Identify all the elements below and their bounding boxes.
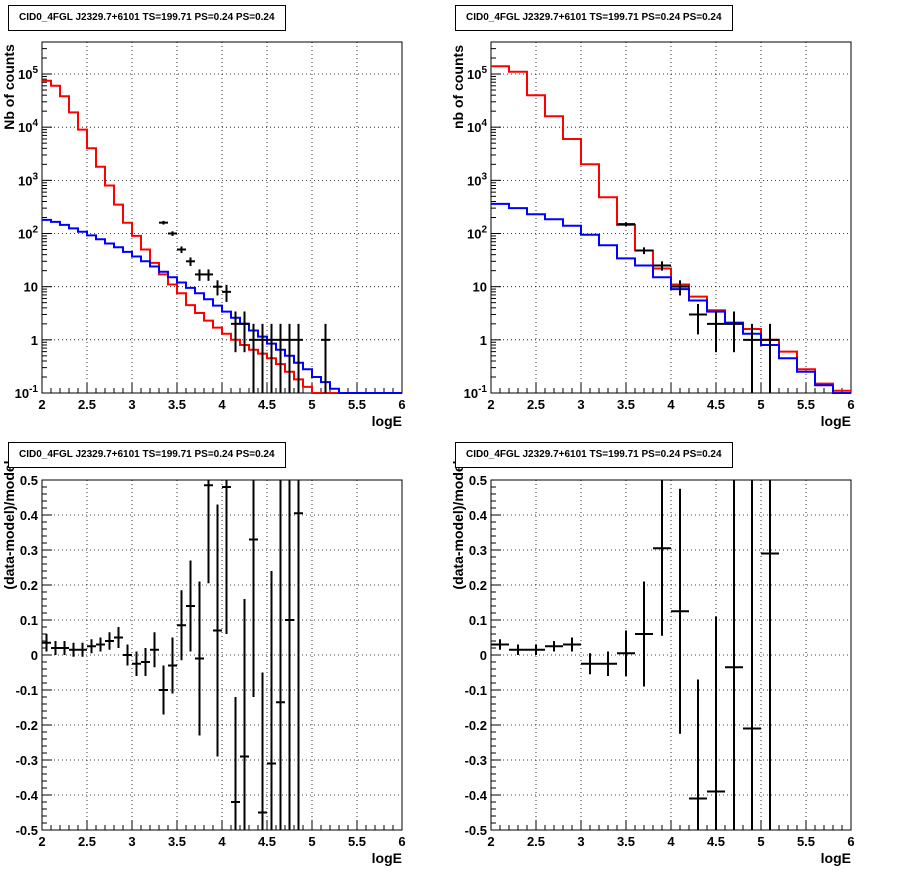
y-tick-label: -0.2 bbox=[16, 718, 38, 733]
y-axis-label: (data-model)/model bbox=[450, 460, 466, 589]
x-tick-label: 4.5 bbox=[707, 834, 725, 849]
x-tick-label: 3 bbox=[128, 834, 135, 849]
x-tick-label: 5 bbox=[757, 397, 764, 412]
y-tick-label: -0.3 bbox=[16, 753, 38, 768]
y-tick-label: 0.5 bbox=[20, 473, 38, 488]
title-box-residuals-left: CID0_4FGL J2329.7+6101 TS=199.71 PS=0.24… bbox=[8, 442, 286, 468]
x-tick-label: 4 bbox=[667, 834, 675, 849]
x-tick-label: 2.5 bbox=[527, 834, 545, 849]
y-tick-label: 104 bbox=[18, 118, 38, 135]
x-axis-label: logE bbox=[372, 413, 402, 429]
y-tick-label: 0.5 bbox=[469, 473, 487, 488]
x-tick-label: 3.5 bbox=[168, 397, 186, 412]
x-axis-label: logE bbox=[372, 850, 402, 866]
x-tick-label: 5.5 bbox=[797, 834, 815, 849]
y-axis-label: Nb of counts bbox=[1, 44, 17, 130]
x-tick-label: 3.5 bbox=[617, 834, 635, 849]
x-tick-label: 3 bbox=[128, 397, 135, 412]
source-model-histogram bbox=[491, 202, 851, 394]
y-tick-label: -0.1 bbox=[16, 683, 38, 698]
x-tick-label: 2 bbox=[38, 397, 45, 412]
y-tick-label: 0 bbox=[31, 648, 38, 663]
y-tick-label: 105 bbox=[18, 65, 38, 82]
y-tick-label: -0.1 bbox=[465, 683, 487, 698]
source-model-histogram bbox=[42, 218, 402, 394]
x-tick-label: 4 bbox=[218, 834, 226, 849]
y-tick-label: -0.5 bbox=[465, 823, 487, 838]
y-tick-label: -0.3 bbox=[465, 753, 487, 768]
y-tick-label: 0.1 bbox=[20, 613, 38, 628]
x-tick-label: 6 bbox=[398, 834, 405, 849]
title-box-counts-right: CID0_4FGL J2329.7+6101 TS=199.71 PS=0.24… bbox=[455, 5, 733, 31]
x-tick-label: 5 bbox=[308, 834, 315, 849]
x-tick-label: 6 bbox=[398, 397, 405, 412]
x-axis-label: logE bbox=[821, 413, 851, 429]
y-tick-label: -0.5 bbox=[16, 823, 38, 838]
x-tick-label: 4.5 bbox=[258, 397, 276, 412]
x-tick-label: 2 bbox=[487, 834, 494, 849]
y-tick-label: 103 bbox=[18, 171, 38, 188]
y-tick-label: -0.4 bbox=[16, 788, 39, 803]
x-tick-label: 2.5 bbox=[78, 397, 96, 412]
x-tick-label: 5.5 bbox=[348, 397, 366, 412]
y-tick-label: 105 bbox=[467, 65, 487, 82]
y-tick-label: 0 bbox=[480, 648, 487, 663]
x-tick-label: 6 bbox=[847, 397, 854, 412]
y-tick-label: 10-1 bbox=[464, 384, 488, 401]
x-tick-label: 4 bbox=[667, 397, 675, 412]
y-tick-label: 103 bbox=[467, 171, 487, 188]
x-tick-label: 3 bbox=[577, 834, 584, 849]
x-tick-label: 3 bbox=[577, 397, 584, 412]
y-tick-label: 0.1 bbox=[469, 613, 487, 628]
x-tick-label: 2.5 bbox=[527, 397, 545, 412]
y-tick-label: -0.4 bbox=[465, 788, 488, 803]
x-tick-label: 5 bbox=[308, 397, 315, 412]
x-tick-label: 6 bbox=[847, 834, 854, 849]
x-tick-label: 4.5 bbox=[258, 834, 276, 849]
y-tick-label: 0.2 bbox=[20, 578, 38, 593]
y-tick-label: 0.4 bbox=[469, 508, 488, 523]
y-tick-label: 1 bbox=[31, 333, 38, 348]
y-tick-label: 0.2 bbox=[469, 578, 487, 593]
y-tick-label: -0.2 bbox=[465, 718, 487, 733]
y-axis-label: (data-model)/model bbox=[1, 460, 17, 589]
x-tick-label: 3.5 bbox=[168, 834, 186, 849]
x-tick-label: 2 bbox=[487, 397, 494, 412]
x-axis-label: logE bbox=[821, 850, 851, 866]
y-tick-label: 0.3 bbox=[20, 543, 38, 558]
y-axis-label: nb of counts bbox=[450, 45, 466, 129]
x-tick-label: 5.5 bbox=[797, 397, 815, 412]
x-tick-label: 2.5 bbox=[78, 834, 96, 849]
total-model-histogram bbox=[42, 79, 402, 394]
x-tick-label: 5 bbox=[757, 834, 764, 849]
x-tick-label: 4.5 bbox=[707, 397, 725, 412]
x-tick-label: 4 bbox=[218, 397, 226, 412]
y-tick-label: 102 bbox=[18, 225, 38, 242]
y-tick-label: 102 bbox=[467, 225, 487, 242]
x-tick-label: 3.5 bbox=[617, 397, 635, 412]
y-tick-label: 0.4 bbox=[20, 508, 39, 523]
y-tick-label: 10 bbox=[24, 280, 38, 295]
y-tick-label: 10 bbox=[473, 280, 487, 295]
title-box-counts-left: CID0_4FGL J2329.7+6101 TS=199.71 PS=0.24… bbox=[8, 5, 286, 31]
x-tick-label: 5.5 bbox=[348, 834, 366, 849]
y-tick-label: 0.3 bbox=[469, 543, 487, 558]
y-tick-label: 10-1 bbox=[15, 384, 39, 401]
title-box-residuals-right: CID0_4FGL J2329.7+6101 TS=199.71 PS=0.24… bbox=[455, 442, 733, 468]
y-tick-label: 104 bbox=[467, 118, 487, 135]
x-tick-label: 2 bbox=[38, 834, 45, 849]
y-tick-label: 1 bbox=[480, 333, 487, 348]
